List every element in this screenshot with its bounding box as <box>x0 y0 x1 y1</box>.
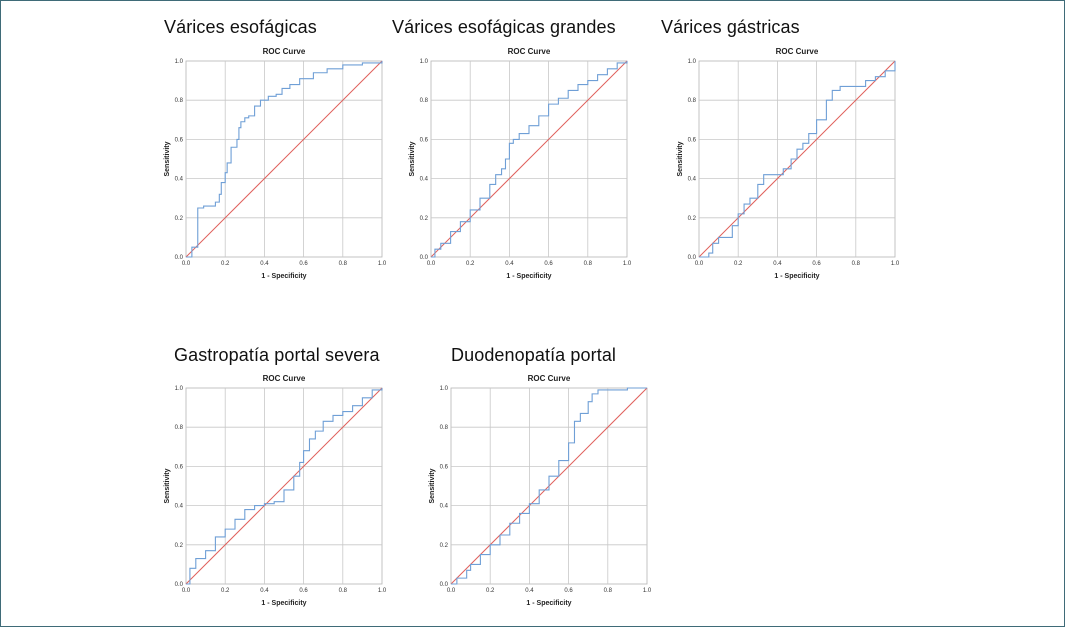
y-tick-label: 0.0 <box>420 255 429 261</box>
x-tick-label: 0.8 <box>584 261 593 267</box>
y-tick-label: 0.0 <box>175 255 184 261</box>
x-tick-label: 0.6 <box>812 261 821 267</box>
panel-duodenopatia-portal: Duodenopatía portal ROC Curve 0.0 0.0 0.2 0.… <box>426 337 688 607</box>
panel-heading: Duodenopatía portal <box>451 345 617 365</box>
chart-title: ROC Curve <box>528 374 571 383</box>
y-tick-label: 0.0 <box>440 582 449 588</box>
reference-diagonal-line <box>430 60 628 258</box>
y-axis-label: Sensitivity <box>164 141 171 176</box>
roc-curve-line <box>186 388 383 585</box>
chart-title: ROC Curve <box>263 47 306 56</box>
y-tick-label: 1.0 <box>688 59 697 65</box>
y-tick-label: 0.6 <box>688 137 697 143</box>
panel-heading: Várices gástricas <box>661 17 800 37</box>
x-tick-label: 0.0 <box>182 261 191 267</box>
x-tick-label: 0.2 <box>221 261 230 267</box>
y-tick-label: 0.4 <box>688 177 697 183</box>
y-tick-label: 0.0 <box>175 582 184 588</box>
roc-curve-line <box>451 387 647 585</box>
x-axis-label: 1 - Specificity <box>261 273 306 280</box>
x-axis-label: 1 - Specificity <box>261 600 306 607</box>
panel-heading: Várices esofágicas grandes <box>392 17 616 37</box>
reference-diagonal-line <box>185 387 383 585</box>
y-tick-label: 0.2 <box>440 543 449 549</box>
x-tick-label: 0.6 <box>564 588 573 594</box>
x-tick-label: 0.0 <box>182 588 191 594</box>
x-tick-label: 0.8 <box>852 261 861 267</box>
y-tick-label: 1.0 <box>440 386 449 392</box>
y-tick-label: 0.8 <box>175 425 184 431</box>
roc-chart: ROC Curve 0.00.0 0.2 0.2 0.4 0.4 0.6 0.6 0.8 0.8 1… <box>164 374 387 607</box>
x-tick-label: 0.2 <box>466 261 475 267</box>
y-tick-label: 0.6 <box>440 464 449 470</box>
x-tick-label: 0.4 <box>260 588 269 594</box>
y-tick-label: 0.4 <box>420 177 429 183</box>
y-tick-label: 0.2 <box>420 216 429 222</box>
y-tick-label: 0.8 <box>440 425 449 431</box>
roc-curve-line <box>431 61 628 258</box>
roc-curve-line <box>186 61 383 258</box>
y-tick-label: 0.6 <box>175 464 184 470</box>
y-tick-label: 1.0 <box>420 59 429 65</box>
x-tick-label: 0.0 <box>447 588 456 594</box>
roc-chart: ROC Curve 0.00.0 0.2 0.2 0.4 0.4 0.6 0.6 0.8 0.8 1… <box>164 47 387 280</box>
y-tick-label: 0.8 <box>175 98 184 104</box>
y-tick-label: 0.4 <box>440 504 449 510</box>
x-tick-label: 0.2 <box>734 261 743 267</box>
panel-gastropatia-portal-severa: Gastropatía portal severa ROC Curve 0.0 0.… <box>161 337 423 607</box>
x-tick-label: 0.0 <box>427 261 436 267</box>
x-tick-label: 0.8 <box>604 588 613 594</box>
x-tick-label: 0.4 <box>773 261 782 267</box>
y-tick-label: 0.8 <box>688 98 697 104</box>
y-tick-label: 0.6 <box>175 137 184 143</box>
chart-title: ROC Curve <box>263 374 306 383</box>
reference-diagonal-line <box>185 60 383 258</box>
y-tick-label: 0.4 <box>175 504 184 510</box>
x-tick-label: 0.0 <box>695 261 704 267</box>
x-tick-label: 1.0 <box>378 261 387 267</box>
panel-heading: Várices esofágicas <box>164 17 317 37</box>
x-tick-label: 1.0 <box>891 261 900 267</box>
roc-chart: ROC Curve 0.00.0 0.2 0.2 0.4 0.4 0.6 0.6 0.8 0.8 1… <box>409 47 632 280</box>
x-tick-label: 0.4 <box>525 588 534 594</box>
y-axis-label: Sensitivity <box>409 141 416 176</box>
x-tick-label: 0.2 <box>486 588 495 594</box>
x-axis-label: 1 - Specificity <box>506 273 551 280</box>
panel-varices-esofagicas: Várices esofágicas ROC Curve 0.0 0.0 0.2 0.2… <box>161 13 423 283</box>
x-tick-label: 0.6 <box>299 588 308 594</box>
x-tick-label: 0.8 <box>339 261 348 267</box>
chart-title: ROC Curve <box>508 47 551 56</box>
y-tick-label: 0.2 <box>175 216 184 222</box>
y-tick-label: 0.6 <box>420 137 429 143</box>
x-tick-label: 0.6 <box>299 261 308 267</box>
panel-varices-gastricas: Várices gástricas ROC Curve 0.0 0.0 0.2 0.2 0… <box>661 13 923 283</box>
panel-varices-esofagicas-grandes: Várices esofágicas grandes ROC Curve 0.0 0… <box>392 13 658 283</box>
y-tick-label: 0.2 <box>175 543 184 549</box>
y-tick-label: 1.0 <box>175 386 184 392</box>
y-axis-label: Sensitivity <box>429 468 436 503</box>
y-axis-label: Sensitivity <box>677 141 684 176</box>
y-tick-label: 0.4 <box>175 177 184 183</box>
y-tick-label: 0.2 <box>688 216 697 222</box>
y-tick-label: 1.0 <box>175 59 184 65</box>
chart-title: ROC Curve <box>776 47 819 56</box>
roc-chart: ROC Curve 0.00.0 0.2 0.2 0.4 0.4 0.6 0.6 0.8 0.8 1… <box>677 47 900 280</box>
x-tick-label: 0.4 <box>505 261 514 267</box>
roc-curve-line <box>699 61 896 258</box>
x-axis-label: 1 - Specificity <box>774 273 819 280</box>
x-tick-label: 1.0 <box>378 588 387 594</box>
roc-chart: ROC Curve 0.00.0 0.2 0.2 0.4 0.4 0.6 0.6 0.8 0.8 1… <box>429 374 652 607</box>
y-tick-label: 0.8 <box>420 98 429 104</box>
y-tick-label: 0.0 <box>688 255 697 261</box>
x-tick-label: 0.8 <box>339 588 348 594</box>
x-tick-label: 1.0 <box>623 261 632 267</box>
panel-heading: Gastropatía portal severa <box>174 345 380 365</box>
x-tick-label: 0.2 <box>221 588 230 594</box>
x-tick-label: 0.4 <box>260 261 269 267</box>
x-axis-label: 1 - Specificity <box>526 600 571 607</box>
y-axis-label: Sensitivity <box>164 468 171 503</box>
x-tick-label: 1.0 <box>643 588 652 594</box>
x-tick-label: 0.6 <box>544 261 553 267</box>
